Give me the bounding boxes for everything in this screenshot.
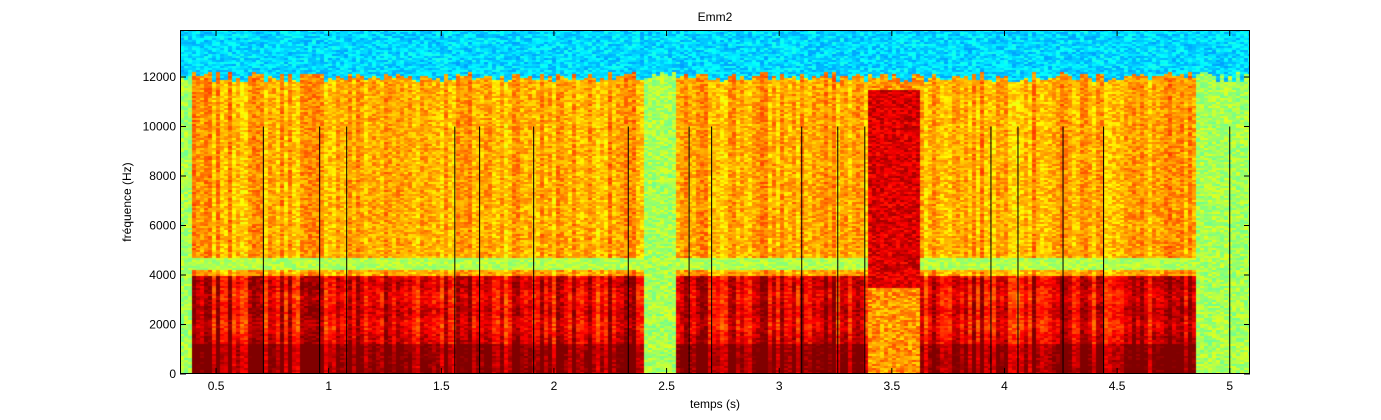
y-tick-label: 12000 bbox=[143, 70, 177, 84]
x-tick-label: 0.5 bbox=[208, 379, 225, 393]
spectrogram-image bbox=[180, 30, 1250, 374]
x-tick-label: 3.5 bbox=[883, 379, 900, 393]
x-tick-label: 3 bbox=[776, 379, 783, 393]
y-axis-title: fréquence (Hz) bbox=[120, 162, 134, 241]
plot-border bbox=[180, 30, 1250, 374]
y-tick-label: 0 bbox=[169, 367, 176, 381]
y-tick-label: 8000 bbox=[149, 169, 176, 183]
axes-frame bbox=[180, 30, 1250, 374]
x-tick-label: 2.5 bbox=[658, 379, 675, 393]
chart-title: Emm2 bbox=[698, 10, 733, 24]
y-tick-label: 6000 bbox=[149, 219, 176, 233]
x-tick-label: 1 bbox=[325, 379, 332, 393]
y-tick-label: 2000 bbox=[149, 318, 176, 332]
y-tick-label: 10000 bbox=[143, 120, 177, 134]
x-tick-label: 4.5 bbox=[1109, 379, 1126, 393]
y-axis: 0 2000 4000 6000 8000 10000 12000 bbox=[143, 70, 1250, 381]
x-tick-label: 4 bbox=[1001, 379, 1008, 393]
x-tick-label: 2 bbox=[551, 379, 558, 393]
x-axis-title: temps (s) bbox=[690, 397, 740, 411]
x-axis: 0.5 1 1.5 2 2.5 3 3.5 4 4.5 5 bbox=[208, 30, 1233, 393]
x-tick-label: 5 bbox=[1226, 379, 1233, 393]
x-tick-label: 1.5 bbox=[433, 379, 450, 393]
y-tick-label: 4000 bbox=[149, 268, 176, 282]
segment-markers bbox=[262, 126, 1231, 374]
